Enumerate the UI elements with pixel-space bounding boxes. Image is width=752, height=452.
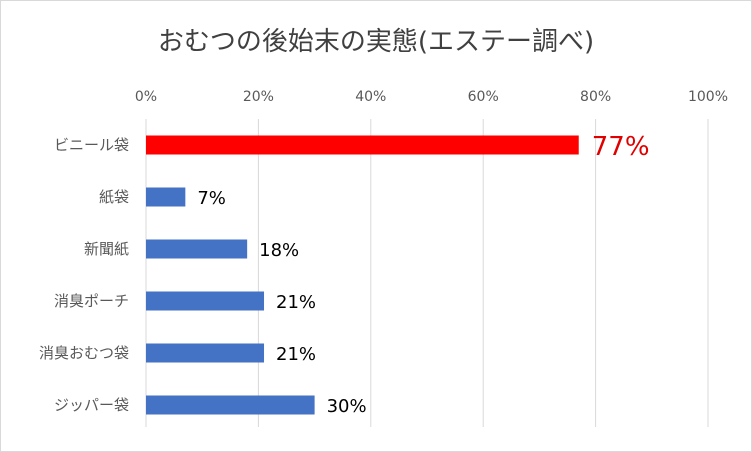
y-tick-label: ビニール袋 — [54, 136, 129, 154]
y-tick-label: 消臭おむつ袋 — [39, 344, 129, 362]
x-tick-label: 60% — [468, 89, 499, 105]
x-tick-label: 40% — [355, 89, 386, 105]
x-tick-label: 100% — [688, 89, 728, 105]
x-tick-label: 0% — [135, 89, 157, 105]
data-label: 77% — [592, 132, 650, 162]
data-label: 21% — [276, 344, 316, 365]
bar — [146, 291, 265, 311]
data-label: 30% — [327, 396, 367, 417]
data-label: 18% — [259, 240, 299, 261]
data-label: 21% — [276, 292, 316, 313]
bar — [146, 135, 579, 155]
data-label: 7% — [197, 188, 226, 209]
y-tick-label: 新聞紙 — [84, 240, 129, 258]
y-tick-label: 消臭ポーチ — [54, 292, 129, 310]
y-tick-label: ジッパー袋 — [54, 396, 129, 414]
y-tick-label: 紙袋 — [99, 188, 129, 206]
bar — [146, 239, 248, 259]
bar — [146, 395, 315, 415]
x-tick-label: 80% — [580, 89, 611, 105]
x-tick-label: 20% — [243, 89, 274, 105]
chart-title: おむつの後始末の実態(エステー調べ) — [157, 27, 595, 57]
bar — [146, 187, 186, 207]
bar — [146, 343, 265, 363]
